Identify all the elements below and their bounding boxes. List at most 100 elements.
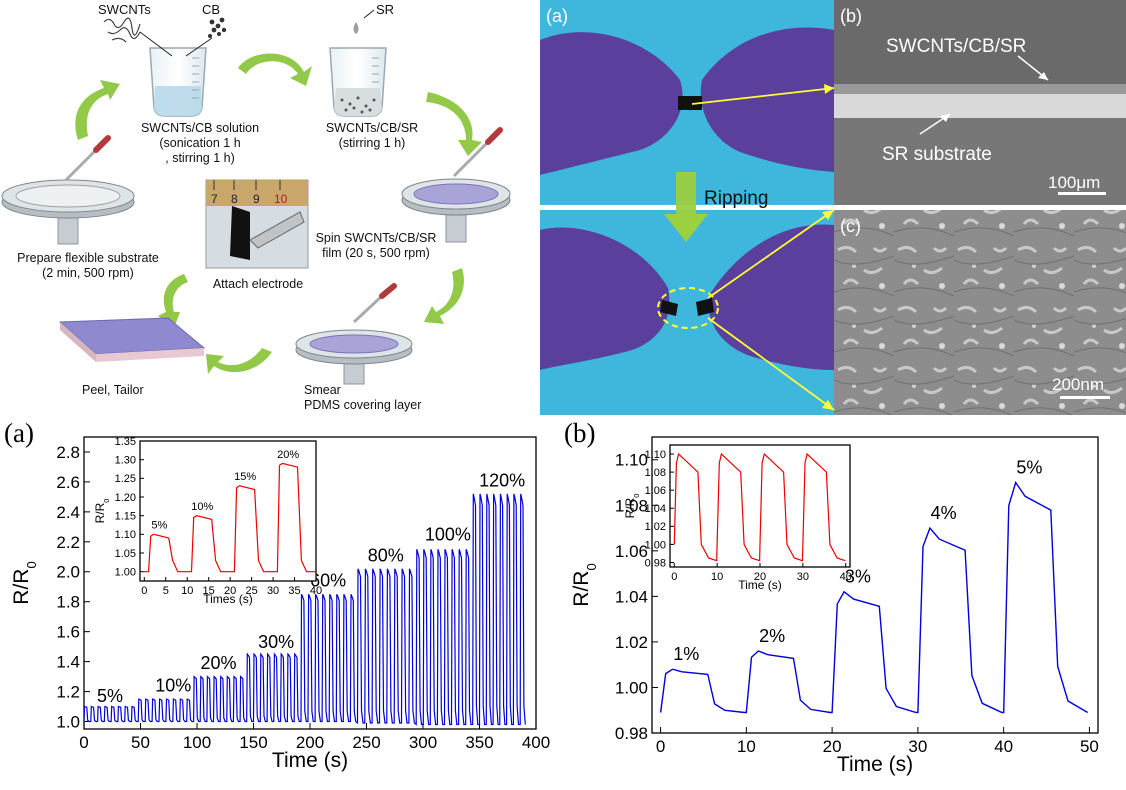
chart-b-inset-ytick-label: 1.00 (645, 539, 666, 551)
spin-label-1: Spin SWCNTs/CB/SR (316, 231, 437, 245)
chart-a-annotation: 30% (258, 632, 294, 652)
chart-b-ylabel-group: R/R0 (570, 563, 599, 606)
chart-a-xtick-label: 250 (352, 733, 380, 752)
chart-a-ytick-label: 2.8 (56, 443, 80, 462)
sem-layer-bottom: SR substrate (882, 144, 992, 165)
chart-a-xtick-label: 350 (465, 733, 493, 752)
chart-a-inset-xtick-label: 15 (203, 585, 215, 597)
chart-b-inset-ylabel-sub: 0 (632, 494, 641, 498)
ruler-10: 10 (274, 192, 288, 206)
rip-circle (657, 287, 719, 329)
chart-a-inset-series-line (142, 462, 316, 573)
chart-b-xtick-label: 10 (737, 737, 756, 756)
sem-images: (b) (c) SWCNTs/CB/SR SR substrate 100μm … (834, 0, 1126, 415)
chart-b-inset-xtick-label: 40 (840, 571, 852, 583)
chart-a-inset-annotation: 15% (234, 471, 256, 483)
chart-a-inset-xtick-label: 5 (163, 585, 169, 597)
arrow-6 (75, 80, 120, 140)
chart-a-panel-label: (a) (4, 418, 34, 448)
chart-a-inset-ytick-label: 1.35 (115, 436, 136, 448)
spin-label-2: film (20 s, 500 rpm) (322, 246, 430, 260)
chart-b-ytick-label: 1.10 (615, 451, 648, 470)
sem-layer-top: SWCNTs/CB/SR (886, 36, 1026, 57)
arrow-4 (206, 348, 272, 374)
chart-b-inset-xtick-label: 0 (671, 571, 677, 583)
chart-a-inset-ytick-label: 1.30 (115, 455, 136, 467)
photo-label-b: (b) (840, 6, 862, 26)
chart-b-inset-ylabel: R/R0 (623, 494, 641, 519)
chart-a-inset-xtick-label: 35 (288, 585, 300, 597)
ruler-8: 8 (231, 192, 238, 206)
chart-a-inset-xlabel: Times (s) (203, 592, 253, 606)
chart-a-ytick-label: 2.2 (56, 533, 80, 552)
mix-detail: (stirring 1 h) (339, 136, 406, 150)
chart-a-xlabel: Time (s) (272, 749, 348, 772)
chart-a-ytick-label: 1.0 (56, 712, 80, 731)
chart-b-ylabel-main: R/R (570, 571, 593, 607)
scale-b: 100μm (1048, 173, 1100, 192)
chart-b-inset-xlabel: Time (s) (738, 578, 782, 592)
chart-a-ylabel: R/R0 (10, 561, 39, 604)
chart-a-annotation: 5% (97, 686, 123, 706)
chart-a-inset-ytick-label: 1.00 (115, 567, 136, 579)
chart-a-inset-xtick-label: 30 (267, 585, 279, 597)
chart-b-inset-series-line (673, 452, 846, 562)
chart-a-ytick-label: 1.4 (56, 653, 80, 672)
solution-label: SWCNTs/CB solution (141, 121, 259, 135)
chart-a-xtick-label: 0 (79, 733, 88, 752)
arrow-2 (426, 92, 482, 156)
chart-b-inset-ytick-label: 0.98 (645, 557, 666, 569)
chart-a-inset-ylabel-group: R/R0 (93, 499, 111, 524)
chart-b-inset-ylabel-group: R/R0 (623, 494, 641, 519)
scale-c: 200nm (1052, 375, 1104, 394)
chart-b-inset-ytick-label: 1.06 (645, 485, 666, 497)
arrow-5 (158, 274, 188, 328)
solution-detail-1: (sonication 1 h (159, 136, 240, 150)
chart-b-xtick-label: 30 (908, 737, 927, 756)
spin-coater-film (401, 127, 511, 243)
chart-a-inset-ylabel-sub: 0 (102, 499, 111, 503)
chart-a: 0 50 100 150 200 250 300 350 4001.01.21.41.61.82… (10, 436, 550, 772)
arrow-3 (424, 268, 464, 324)
ruler-9: 9 (253, 192, 260, 206)
chart-b-xtick-label: 40 (994, 737, 1013, 756)
chart-a-inset-ytick-label: 1.05 (115, 548, 136, 560)
spin-coater-smear (295, 283, 413, 385)
chart-a-inset-ytick-label: 1.25 (115, 473, 136, 485)
chart-a-inset-frame (139, 440, 317, 582)
chart-b-annotation: 4% (931, 503, 957, 523)
glove-right-top (700, 27, 834, 172)
substrate-label-2: (2 min, 500 rpm) (42, 266, 134, 280)
chart-a-xtick-label: 200 (296, 733, 324, 752)
chart-a-ytick-label: 2.0 (56, 563, 80, 582)
peeled-film (58, 317, 206, 362)
chart-b-ylabel: R/R0 (570, 563, 599, 606)
process-schematic: SWCNTs CB SR SWCNTs/CB solution (sonicat… (1, 2, 511, 412)
chart-b-inset-ytick-label: 1.08 (645, 467, 666, 479)
chart-a-inset-ylabel-main: R/R (93, 502, 107, 523)
cb-label: CB (202, 2, 220, 17)
ripping-arrow (664, 172, 708, 242)
chart-b-ylabel-sub: 0 (584, 563, 599, 570)
chart-b-ytick-label: 0.98 (615, 724, 648, 743)
chart-a-series-line (83, 493, 526, 726)
chart-a-inset-ytick-label: 1.10 (115, 529, 136, 541)
chart-b-ytick-label: 1.06 (615, 542, 648, 561)
beaker-solution (103, 17, 227, 117)
chart-b-xtick-label: 0 (656, 737, 665, 756)
chart-a-ytick-label: 1.2 (56, 683, 80, 702)
chart-b-inset-ylabel-main: R/R (623, 497, 637, 518)
chart-a-annotation: 60% (310, 571, 346, 591)
chart-a-inset-annotation: 5% (151, 520, 167, 532)
chart-a-inset-xtick-label: 0 (141, 585, 147, 597)
chart-a-annotation: 10% (155, 676, 191, 696)
chart-b-inset-ytick-label: 1.04 (645, 503, 666, 515)
photo-label-c: (c) (840, 216, 861, 236)
beaker-mix (329, 9, 387, 117)
chart-a-inset-annotation: 10% (191, 501, 213, 513)
ruler-numbers: 7 8 9 10 (211, 192, 288, 206)
chart-b-ytick-label: 1.02 (615, 633, 648, 652)
peel-label: Peel, Tailor (82, 383, 144, 397)
ruler-7: 7 (211, 192, 218, 206)
process-arrows (75, 53, 482, 374)
